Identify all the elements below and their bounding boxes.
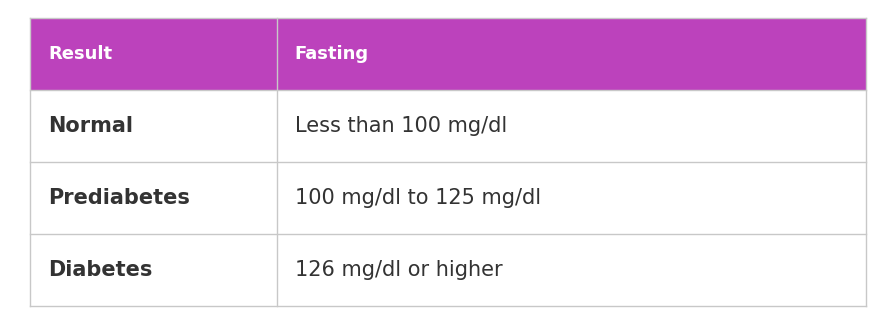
Bar xyxy=(30,90,277,162)
Text: Fasting: Fasting xyxy=(295,45,369,63)
Bar xyxy=(30,162,277,234)
Bar xyxy=(30,234,277,306)
Bar xyxy=(277,234,866,306)
Bar xyxy=(30,18,277,90)
Text: Less than 100 mg/dl: Less than 100 mg/dl xyxy=(295,116,507,136)
Text: 126 mg/dl or higher: 126 mg/dl or higher xyxy=(295,260,503,280)
Text: Normal: Normal xyxy=(48,116,133,136)
Text: Result: Result xyxy=(48,45,112,63)
Text: Prediabetes: Prediabetes xyxy=(48,188,190,208)
Bar xyxy=(277,90,866,162)
Bar xyxy=(277,162,866,234)
Bar xyxy=(277,18,866,90)
Text: Diabetes: Diabetes xyxy=(48,260,152,280)
Text: 100 mg/dl to 125 mg/dl: 100 mg/dl to 125 mg/dl xyxy=(295,188,541,208)
